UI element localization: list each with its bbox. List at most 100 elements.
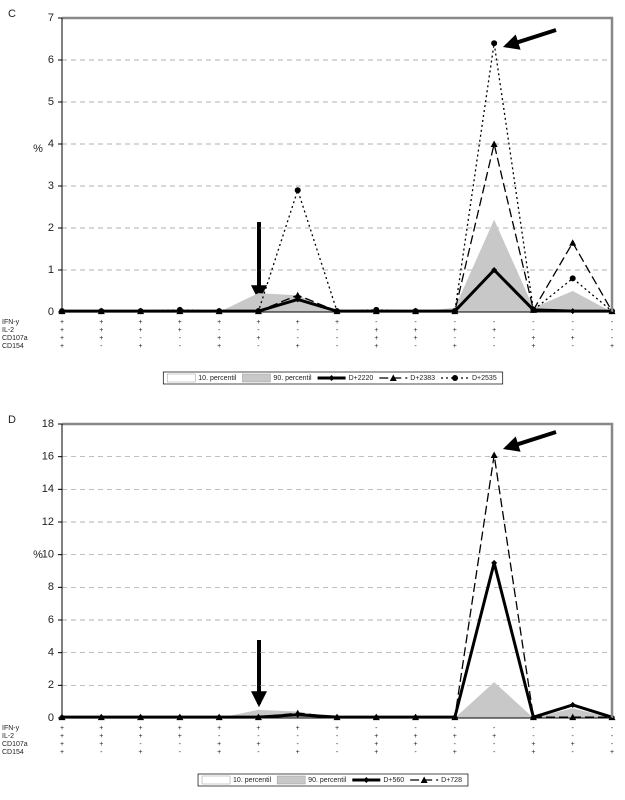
legend-swatch xyxy=(201,775,231,785)
category-sign: - xyxy=(257,343,260,350)
category-sign: - xyxy=(611,327,614,334)
point xyxy=(334,308,340,315)
y-tick-label: 2 xyxy=(48,679,54,691)
y-tick-label: 7 xyxy=(48,12,54,24)
category-sign: - xyxy=(493,335,496,342)
category-sign: - xyxy=(532,733,535,740)
point xyxy=(215,713,223,721)
y-axis-label: % xyxy=(33,549,43,561)
category-sign: - xyxy=(336,741,339,748)
marker-name: CD107a xyxy=(2,741,28,748)
point xyxy=(451,308,458,315)
category-sign: - xyxy=(414,343,417,350)
category-sign: + xyxy=(256,741,260,748)
category-sign: - xyxy=(139,335,142,342)
legend-swatch xyxy=(167,373,196,383)
category-sign: + xyxy=(531,335,535,342)
point xyxy=(490,140,498,147)
category-sign: + xyxy=(60,725,64,732)
y-tick-label: 0 xyxy=(48,712,54,724)
category-sign: + xyxy=(296,725,300,732)
point xyxy=(490,451,498,459)
marker-name: CD154 xyxy=(2,343,24,350)
y-tick-label: 3 xyxy=(48,180,54,192)
category-sign: + xyxy=(178,725,182,732)
category-sign: - xyxy=(493,343,496,350)
legend-marker xyxy=(328,375,335,381)
point xyxy=(98,308,105,315)
category-sign: + xyxy=(492,733,496,740)
y-axis-label: % xyxy=(33,143,43,155)
category-sign: - xyxy=(336,343,339,350)
category-sign: - xyxy=(454,319,457,326)
category-sign: - xyxy=(454,725,457,732)
category-sign: + xyxy=(256,335,260,342)
series-line xyxy=(62,454,612,718)
point xyxy=(412,308,419,315)
point xyxy=(569,701,576,708)
legend-label: 10. percentil xyxy=(233,777,272,784)
category-sign: - xyxy=(611,741,614,748)
category-sign: + xyxy=(492,327,496,334)
y-tick-label: 2 xyxy=(48,222,54,234)
legend: 10. percentil 90. percentil D+560 D+728 xyxy=(197,773,469,787)
category-sign: - xyxy=(139,741,142,748)
category-sign: - xyxy=(100,343,103,350)
category-sign: + xyxy=(374,335,378,342)
point xyxy=(176,713,184,721)
category-sign: - xyxy=(572,319,575,326)
category-sign: - xyxy=(257,327,260,334)
marker-name: IL-2 xyxy=(2,733,14,740)
point xyxy=(254,713,262,721)
point xyxy=(294,291,302,299)
category-sign: + xyxy=(335,319,339,326)
category-sign: + xyxy=(217,741,221,748)
point xyxy=(294,187,301,194)
category-sign: - xyxy=(454,335,457,342)
category-sign: + xyxy=(531,741,535,748)
y-tick-label: 18 xyxy=(42,418,54,430)
y-tick-label: 16 xyxy=(42,451,54,463)
point xyxy=(333,713,341,721)
category-sign: + xyxy=(139,725,143,732)
y-tick-label: 4 xyxy=(48,647,54,659)
category-sign: - xyxy=(532,319,535,326)
category-sign: + xyxy=(610,749,614,756)
point xyxy=(569,713,577,721)
point xyxy=(530,306,537,313)
category-sign: - xyxy=(336,335,339,342)
category-sign: + xyxy=(374,733,378,740)
category-sign: + xyxy=(139,733,143,740)
category-sign: + xyxy=(217,343,221,350)
category-sign: + xyxy=(414,335,418,342)
category-sign: - xyxy=(297,741,300,748)
category-sign: + xyxy=(571,335,575,342)
category-sign: + xyxy=(256,319,260,326)
category-sign: + xyxy=(296,343,300,350)
y-tick-label: 12 xyxy=(42,516,54,528)
category-sign: - xyxy=(414,319,417,326)
marker-name: CD154 xyxy=(2,749,24,756)
category-sign: - xyxy=(100,749,103,756)
legend-marker xyxy=(363,777,370,783)
percentile-area xyxy=(62,219,612,312)
category-sign: + xyxy=(99,733,103,740)
category-sign: + xyxy=(178,733,182,740)
category-sign: + xyxy=(60,733,64,740)
category-sign: + xyxy=(139,343,143,350)
category-sign: - xyxy=(179,741,182,748)
category-sign: - xyxy=(336,327,339,334)
y-tick-label: 4 xyxy=(48,138,54,150)
category-sign: - xyxy=(297,335,300,342)
category-sign: - xyxy=(414,749,417,756)
y-tick-label: 10 xyxy=(42,549,54,561)
category-sign: - xyxy=(375,319,378,326)
category-sign: + xyxy=(453,733,457,740)
category-sign: - xyxy=(257,749,260,756)
plot-frame xyxy=(62,16,614,312)
category-sign: - xyxy=(297,327,300,334)
percentile-area xyxy=(62,682,612,718)
point xyxy=(373,306,380,313)
arrow xyxy=(502,28,557,50)
series-line xyxy=(62,143,613,312)
